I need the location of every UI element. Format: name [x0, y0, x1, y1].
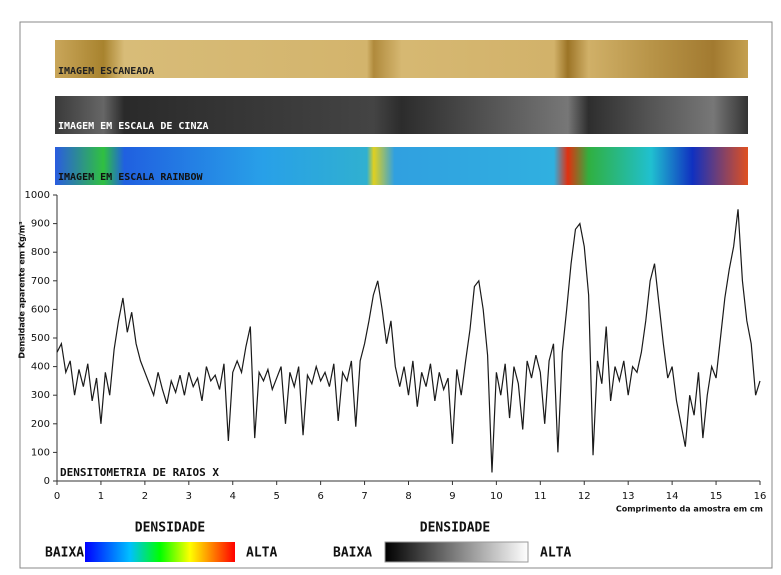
annotation: DENSITOMETRIA DE RAIOS X — [60, 466, 219, 479]
legend-low: BAIXA — [45, 546, 84, 561]
x-tick-label: 1 — [98, 491, 104, 502]
x-tick-label: 5 — [274, 491, 280, 502]
legend-title: DENSIDADE — [420, 521, 490, 536]
x-tick-label: 8 — [405, 491, 411, 502]
x-axis-label: Comprimento da amostra em cm — [616, 505, 763, 514]
y-tick-label: 100 — [31, 447, 50, 458]
x-tick-label: 13 — [622, 491, 635, 502]
y-axis-label: Densidade aparente em Kg/m³ — [18, 221, 27, 359]
x-tick-label: 14 — [666, 491, 679, 502]
strip-label: IMAGEM EM ESCALA DE CINZA — [58, 121, 209, 132]
x-tick-label: 15 — [710, 491, 723, 502]
x-tick-label: 3 — [186, 491, 192, 502]
x-tick-label: 2 — [142, 491, 148, 502]
x-tick-label: 4 — [230, 491, 236, 502]
x-tick-label: 16 — [754, 491, 767, 502]
y-tick-label: 200 — [31, 419, 50, 430]
frame — [19, 21, 773, 569]
strip-label: IMAGEM EM ESCALA RAINBOW — [58, 172, 203, 183]
legend-title: DENSIDADE — [135, 521, 205, 536]
legend-high: ALTA — [540, 546, 571, 561]
scanned-strip — [55, 40, 748, 78]
y-tick-label: 500 — [31, 333, 50, 344]
legend-high: ALTA — [246, 546, 277, 561]
density-line — [56, 209, 761, 473]
y-tick-label: 1000 — [25, 190, 50, 201]
x-tick-label: 12 — [578, 491, 591, 502]
y-tick-label: 800 — [31, 247, 50, 258]
y-tick-label: 600 — [31, 304, 50, 315]
y-tick-label: 0 — [44, 476, 50, 487]
y-tick-label: 900 — [31, 219, 50, 230]
x-tick-label: 11 — [534, 491, 547, 502]
x-tick-label: 0 — [54, 491, 60, 502]
y-tick-label: 300 — [31, 390, 50, 401]
x-tick-label: 10 — [490, 491, 503, 502]
legend-low: BAIXA — [333, 546, 372, 561]
y-tick-label: 700 — [31, 276, 50, 287]
gray-scale — [384, 541, 529, 563]
y-tick-label: 400 — [31, 362, 50, 373]
x-tick-label: 6 — [317, 491, 323, 502]
rainbow-strip — [55, 147, 748, 185]
strip-label: IMAGEM ESCANEADA — [58, 66, 154, 77]
x-tick-label: 7 — [361, 491, 367, 502]
gray-strip — [55, 96, 748, 134]
rainbow-scale — [85, 542, 235, 562]
x-tick-label: 9 — [449, 491, 455, 502]
